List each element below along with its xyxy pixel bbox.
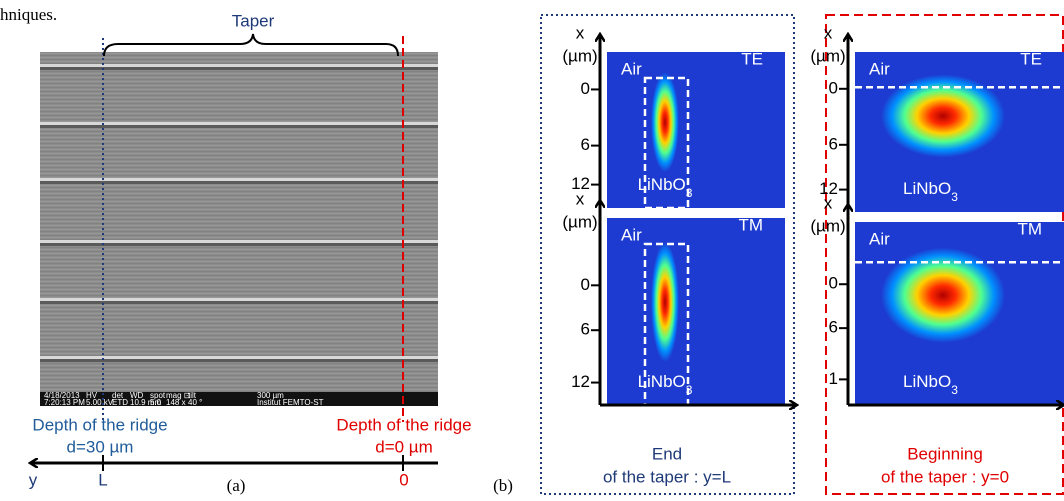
tick-label: 6 — [829, 318, 838, 337]
medium-label: Air — [621, 225, 642, 244]
sem-info-text: 10.9 mm — [130, 398, 161, 407]
sem-info-text: 5.0 — [150, 398, 162, 407]
sem-info-text: det — [112, 391, 124, 400]
sem-info-text: 300 µm — [257, 391, 284, 400]
mode-spot — [651, 72, 679, 173]
tick-label: 12 — [571, 372, 590, 391]
medium-label: Air — [869, 229, 890, 248]
tick-label: 6 — [581, 320, 590, 339]
substrate-label: LiNbO3 — [903, 179, 958, 204]
group-footer: Beginning — [907, 444, 983, 463]
mode-label: TE — [1020, 49, 1042, 68]
sem-info-text: Institut FEMTO-ST — [257, 398, 324, 407]
tick-label: 1 — [829, 369, 838, 388]
tick-label: 6 — [829, 134, 838, 153]
tick-label: 12 — [819, 179, 838, 198]
axis-unit: (µm) — [810, 216, 845, 235]
sem-info-text: tilt — [188, 391, 197, 400]
ridge — [40, 240, 438, 243]
ridge-outline — [643, 76, 690, 210]
ridge-shadow — [40, 67, 438, 70]
group-box — [540, 14, 795, 495]
substrate-subscript: 3 — [686, 186, 693, 200]
substrate-name: LiNbO — [903, 179, 951, 198]
axis-label: y — [29, 470, 38, 489]
ridge — [40, 122, 438, 125]
axis-unit: (µm) — [810, 46, 845, 65]
substrate-label: LiNbO3 — [638, 372, 693, 397]
depth-title: Depth of the ridge — [32, 415, 167, 434]
ridge — [40, 178, 438, 181]
axis-mark: L — [98, 470, 107, 489]
tick-label: 12 — [571, 174, 590, 193]
axis-unit: (µm) — [562, 212, 597, 231]
tick-label: 0 — [581, 275, 590, 294]
sem-info-text: HV — [86, 391, 98, 400]
mode-label: TM — [1017, 219, 1042, 238]
sem-info-text: 5.00 kV — [86, 398, 114, 407]
ridge-shadow — [40, 301, 438, 304]
sem-image — [40, 52, 438, 392]
axis-unit: (µm) — [562, 46, 597, 65]
taper-label: Taper — [232, 11, 275, 30]
depth-value: d=30 µm — [67, 437, 134, 456]
sem-info-bar — [40, 392, 438, 406]
mode-map — [607, 218, 785, 405]
axis-label: x — [824, 193, 833, 212]
substrate-name: LiNbO — [638, 372, 686, 391]
tick-label: 0 — [581, 79, 590, 98]
substrate-subscript: 3 — [951, 190, 958, 204]
taper-brace — [103, 33, 399, 57]
axis-mark: 0 — [399, 470, 408, 489]
mode-label: TM — [738, 215, 763, 234]
ridges — [40, 64, 438, 362]
substrate-label: LiNbO3 — [638, 175, 693, 200]
tick-label: 0 — [829, 78, 838, 97]
tick-label: 6 — [581, 135, 590, 154]
sem-info-text: 7:20:13 PM — [44, 398, 85, 407]
ridge — [40, 356, 438, 359]
medium-label: Air — [869, 59, 890, 78]
ridge-shadow — [40, 243, 438, 246]
mode-map — [607, 52, 785, 208]
substrate-label: LiNbO3 — [903, 372, 958, 397]
sem-info: 4/18/2013 HV det WD spot mag ⊡tilt 300 µm 7:20:… — [44, 391, 324, 407]
sem-info-text: 4/18/2013 — [44, 391, 80, 400]
axis-label: x — [824, 23, 833, 42]
mode-label: TE — [741, 49, 763, 68]
group-footer: of the taper : y=0 — [881, 467, 1009, 486]
substrate-subscript: 3 — [951, 383, 958, 397]
group-footer: of the taper : y=L — [603, 467, 731, 486]
substrate-subscript: 3 — [686, 383, 693, 397]
sem-info-text: mag ⊡ — [166, 391, 191, 400]
axis-label: x — [576, 189, 585, 208]
ridge-shadow — [40, 125, 438, 128]
sem-info-text: ETD — [112, 398, 128, 407]
mode-spot — [881, 74, 1005, 158]
group-footer: End — [652, 444, 682, 463]
ridge — [40, 298, 438, 301]
substrate-name: LiNbO — [903, 372, 951, 391]
sem-info-text: WD — [130, 391, 144, 400]
sem-info-text: 40 ° — [188, 398, 202, 407]
caption: (a) — [227, 476, 246, 495]
axis-label: x — [576, 23, 585, 42]
ridge-shadow — [40, 359, 438, 362]
caption: (b) — [493, 476, 513, 495]
header-fragment: hniques. — [0, 5, 57, 24]
mode-spot — [881, 247, 1005, 343]
ridge — [40, 64, 438, 67]
substrate-name: LiNbO — [638, 175, 686, 194]
sem-info-text: spot — [150, 391, 166, 400]
ridge-shadow — [40, 181, 438, 184]
mode-spot — [651, 242, 679, 362]
sem-info-text: 148 x — [166, 398, 186, 407]
depth-value: d=0 µm — [375, 437, 433, 456]
tick-label: 0 — [829, 274, 838, 293]
depth-title: Depth of the ridge — [336, 415, 471, 434]
medium-label: Air — [621, 59, 642, 78]
